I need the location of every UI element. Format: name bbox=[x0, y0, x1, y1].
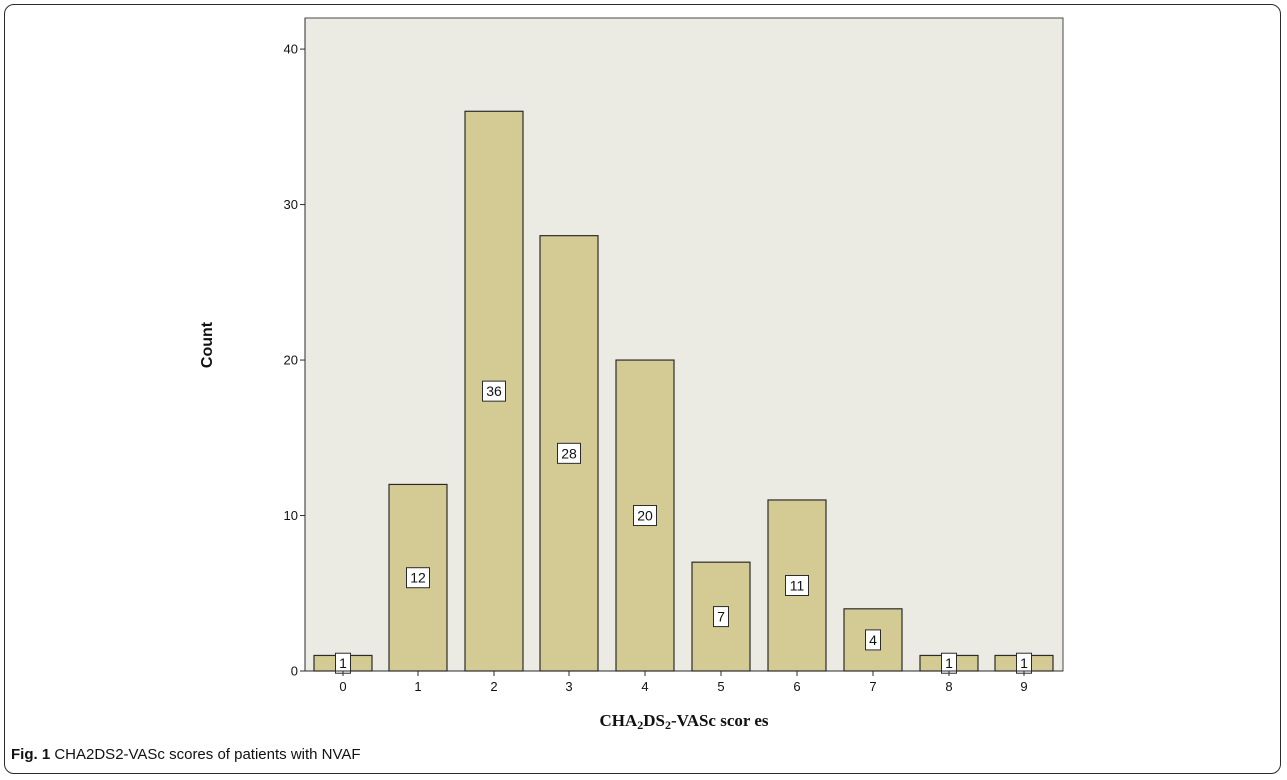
caption-text: CHA2DS2-VASc scores of patients with NVA… bbox=[50, 746, 361, 763]
x-axis-title-sub2: 2 bbox=[665, 718, 671, 732]
y-tick-label: 0 bbox=[291, 664, 298, 679]
data-label: 11 bbox=[790, 577, 805, 593]
x-axis-title-sub1: 2 bbox=[637, 718, 643, 732]
y-axis-title: Count bbox=[199, 321, 216, 368]
data-label: 20 bbox=[637, 508, 653, 524]
x-tick-label: 2 bbox=[490, 679, 497, 694]
data-label-box bbox=[785, 574, 809, 596]
data-label-box bbox=[557, 442, 581, 464]
data-label: 12 bbox=[410, 570, 426, 586]
x-tick-label: 3 bbox=[565, 679, 572, 694]
data-label-box bbox=[865, 629, 881, 651]
data-label-box bbox=[406, 567, 430, 589]
x-axis-title-part2: DS bbox=[643, 711, 665, 730]
data-label: 7 bbox=[717, 609, 725, 625]
x-axis-title-part1: CHA bbox=[599, 711, 638, 730]
x-tick-label: 8 bbox=[945, 679, 952, 694]
data-label: 36 bbox=[486, 383, 502, 399]
x-tick-label: 0 bbox=[339, 679, 346, 694]
x-tick-label: 9 bbox=[1020, 679, 1027, 694]
data-label: 1 bbox=[339, 655, 347, 671]
x-axis-title: CHA2DS2-VASc scor es bbox=[599, 711, 768, 732]
x-tick-label: 6 bbox=[793, 679, 800, 694]
data-label: 28 bbox=[561, 445, 577, 461]
data-label-box bbox=[482, 380, 506, 402]
data-label: 1 bbox=[1020, 655, 1028, 671]
figure-caption: Fig. 1 CHA2DS2-VASc scores of patients w… bbox=[11, 746, 361, 763]
data-label-box bbox=[633, 505, 657, 527]
y-tick-label: 20 bbox=[284, 353, 298, 368]
data-label-box bbox=[713, 606, 729, 628]
y-tick-label: 10 bbox=[284, 508, 298, 523]
x-tick-label: 7 bbox=[869, 679, 876, 694]
y-tick-label: 40 bbox=[284, 42, 298, 57]
x-tick-label: 4 bbox=[641, 679, 648, 694]
y-tick-label: 30 bbox=[284, 197, 298, 212]
data-label: 4 bbox=[869, 632, 877, 648]
data-label: 1 bbox=[945, 655, 953, 671]
x-tick-label: 5 bbox=[717, 679, 724, 694]
caption-label: Fig. 1 bbox=[11, 746, 51, 763]
x-tick-label: 1 bbox=[414, 679, 421, 694]
x-axis-title-part3: -VASc scor es bbox=[671, 711, 769, 730]
